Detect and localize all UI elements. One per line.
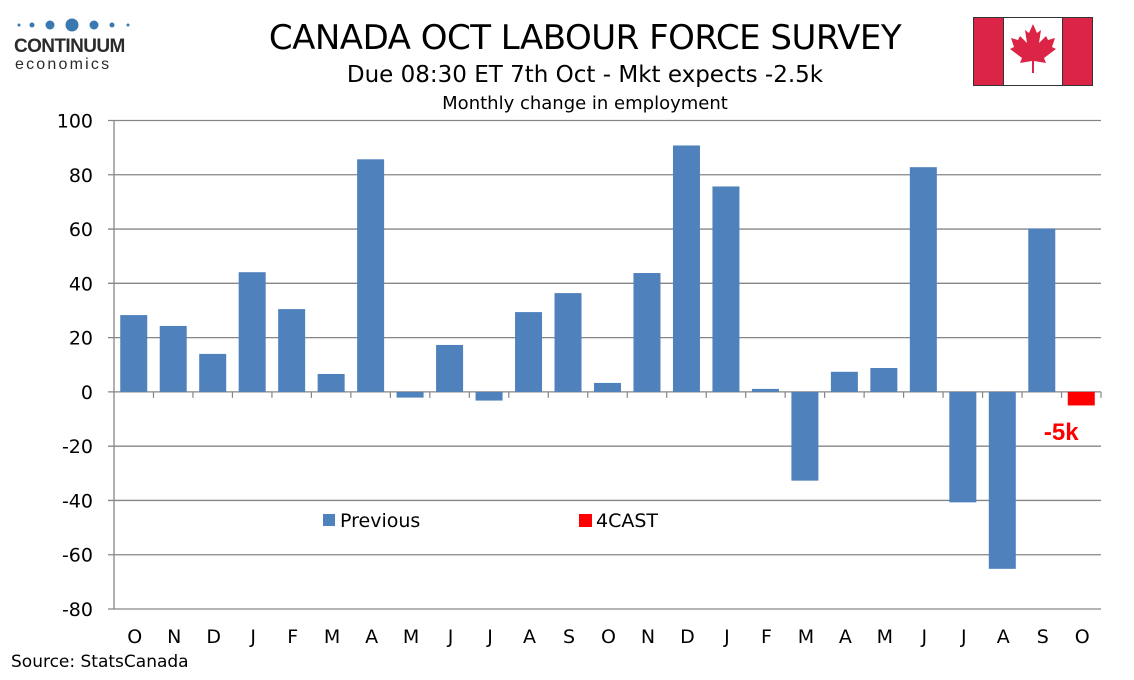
bar-previous [317, 373, 345, 392]
x-tick-label: D [680, 626, 695, 648]
axes [113, 120, 1102, 609]
bar-previous [475, 391, 503, 401]
x-tick-label: A [523, 626, 536, 648]
x-tick-label: S [563, 626, 575, 648]
x-tick-label: M [324, 626, 340, 648]
y-tick-label: 40 [69, 273, 93, 295]
bar-previous [712, 186, 740, 392]
logo-name: CONTINUUM [14, 36, 125, 57]
x-tick-label: J [447, 626, 454, 648]
y-tick-label: -20 [62, 436, 93, 458]
y-tick-label: -40 [62, 490, 93, 512]
bars [120, 145, 1095, 569]
x-tick-label: M [798, 626, 814, 648]
chart-description: Monthly change in employment [442, 93, 728, 114]
x-tick-label: M [877, 626, 893, 648]
legend-swatch-4cast [579, 514, 592, 527]
legend: Previous 4CAST [323, 510, 658, 532]
bar-previous [1028, 228, 1056, 392]
bar-previous [633, 273, 661, 392]
x-tick-label: J [723, 626, 730, 648]
bar-previous [199, 353, 227, 392]
canada-flag-icon [973, 17, 1093, 86]
x-tick-label: F [761, 626, 772, 648]
bar-previous [909, 167, 937, 392]
bar-previous [594, 382, 621, 392]
bar-previous [949, 391, 977, 503]
x-tick-label: J [921, 626, 928, 648]
x-tick-label: D [206, 626, 221, 648]
y-tick-label: 20 [69, 328, 93, 350]
y-tick-label: 60 [69, 219, 93, 241]
bar-previous [830, 371, 858, 392]
bar-previous [120, 315, 148, 392]
bar-previous [988, 391, 1016, 569]
y-tick-label: -80 [62, 599, 93, 621]
bar-previous [672, 145, 700, 392]
y-tick-labels: 100 80 60 40 20 0 -20 -40 -60 -80 [57, 111, 93, 622]
bar-previous [396, 391, 424, 398]
logo-subtitle: economics [15, 56, 112, 73]
x-tick-label: A [365, 626, 378, 648]
x-tick-label: S [1037, 626, 1049, 648]
chart-subtitle: Due 08:30 ET 7th Oct - Mkt expects -2.5k [346, 62, 824, 88]
chart-title: CANADA OCT LABOUR FORCE SURVEY [268, 18, 902, 58]
bar-previous [436, 344, 464, 392]
x-tick-label: N [167, 626, 181, 648]
x-tick-label: O [1075, 626, 1090, 648]
bar-previous [791, 391, 819, 481]
x-tick-label: N [641, 626, 655, 648]
data-labels: -5k [1044, 419, 1079, 446]
legend-swatch-previous [323, 514, 335, 526]
y-tick-label: -60 [62, 545, 93, 567]
bar-previous [357, 159, 385, 392]
x-tick-label: J [960, 626, 967, 648]
bar-previous [870, 368, 898, 392]
y-tick-label: 80 [69, 165, 93, 187]
bar-4cast [1067, 391, 1095, 406]
y-tick-label: 0 [81, 382, 93, 404]
forecast-data-label: -5k [1044, 419, 1079, 446]
bar-previous [159, 325, 187, 392]
legend-label-previous: Previous [340, 510, 420, 532]
bar-previous [278, 309, 306, 392]
bar-previous [554, 293, 582, 392]
legend-label-4cast: 4CAST [596, 510, 658, 532]
source-note: Source: StatsCanada [11, 652, 189, 672]
x-tick-label: A [839, 626, 852, 648]
x-tick-label: J [486, 626, 493, 648]
bar-previous [515, 312, 543, 392]
x-tick-label: M [403, 626, 419, 648]
x-tick-label: A [997, 626, 1010, 648]
x-tick-label: O [127, 626, 142, 648]
x-tick-label: F [287, 626, 298, 648]
gridlines [108, 119, 1101, 610]
y-tick-label: 100 [57, 111, 93, 133]
bar-previous [238, 272, 266, 392]
x-tick-label: O [601, 626, 616, 648]
x-tick-label: J [249, 626, 256, 648]
bar-previous [751, 388, 779, 392]
logo-dots-icon [17, 18, 130, 32]
